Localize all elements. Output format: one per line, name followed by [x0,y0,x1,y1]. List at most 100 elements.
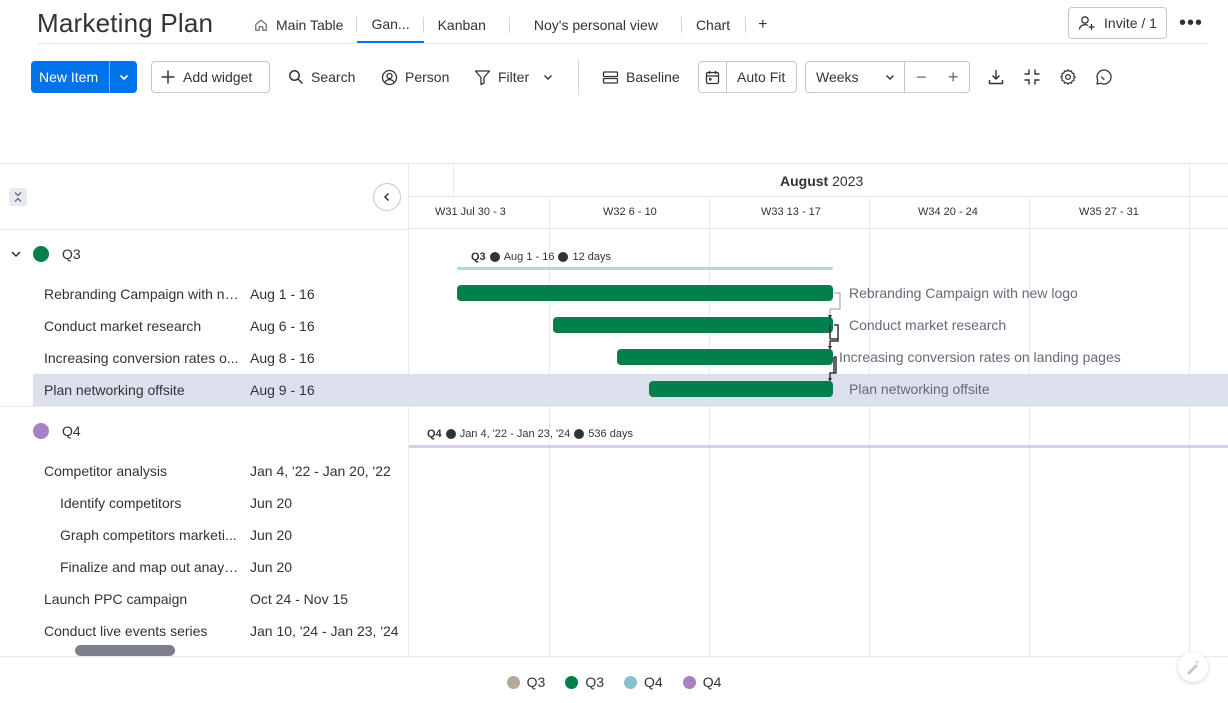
grid-line [709,197,710,656]
grid-line [869,197,870,656]
item-name: Increasing conversion rates o... [44,350,239,366]
add-person-icon [1078,16,1095,30]
item-dates: Jun 20 [250,495,293,511]
grid-line [1029,197,1030,656]
view-tabs: Main Table Gan... Kanban Noy's personal … [240,6,780,44]
collapse-all-icon[interactable] [9,188,27,206]
gantt-bar-label: Conduct market research [849,317,1007,333]
legend-label: Q3 [585,674,604,690]
legend-item: Q3 [565,674,604,690]
weeks-select[interactable]: Weeks [806,62,906,92]
week-label: W35 27 - 31 [1079,206,1139,218]
item-dates: Jun 20 [250,527,293,543]
tab-chart[interactable]: Chart [682,7,747,43]
collapse-panel-button[interactable] [373,183,401,211]
item-dates: Aug 8 - 16 [250,350,315,366]
tab-main-table[interactable]: Main Table [240,7,358,43]
gantt-bar-label: Rebranding Campaign with new logo [849,285,1078,301]
group-span-bar [457,267,833,270]
item-name: Conduct market research [44,318,202,334]
tab-kanban[interactable]: Kanban [424,7,510,43]
auto-fit-button[interactable]: Auto Fit [698,61,797,93]
subitem[interactable]: Identify competitors Jun 20 [33,487,409,519]
zoom-out-button[interactable]: − [916,66,927,87]
item-dates: Jan 4, '22 - Jan 20, '22 [250,463,391,479]
list-item[interactable]: Conduct live events series Jan 10, '24 -… [33,615,409,647]
separator-dot [558,252,569,262]
invite-button[interactable]: Invite / 1 [1068,7,1167,39]
more-menu-icon[interactable]: ••• [1178,11,1203,34]
auto-fit-label: Auto Fit [737,69,786,85]
settings-gear-icon[interactable] [1056,65,1080,89]
legend-dot [506,675,520,689]
list-item-selected[interactable]: Plan networking offsite Aug 9 - 16 [33,374,409,406]
new-item-dropdown[interactable] [109,61,137,93]
subitem[interactable]: Finalize and map out anaylsis Jun 20 [33,551,409,583]
item-dates: Aug 1 - 16 [250,286,315,302]
item-name: Rebranding Campaign with ne... [44,286,239,302]
chevron-down-icon[interactable] [10,248,22,260]
search-button[interactable]: Search [288,61,355,93]
tab-label: Gan... [371,16,410,32]
chevron-left-icon [383,192,390,202]
plus-icon [161,70,175,84]
timeline-week-row: W31 Jul 30 - 3 W32 6 - 10 W33 13 - 17 W3… [409,197,1228,229]
tab-label: Main Table [276,17,344,33]
item-dates: Aug 6 - 16 [250,318,315,334]
horizontal-scrollbar[interactable] [75,645,175,656]
filter-label: Filter [498,69,530,85]
gantt-bar[interactable] [553,317,833,333]
tab-label: Chart [695,17,731,33]
bottom-divider [0,656,1228,657]
subitem[interactable]: Graph competitors marketi... Jun 20 [33,519,409,551]
gantt-bar[interactable] [617,349,833,365]
download-icon[interactable] [984,65,1008,89]
board-title[interactable]: Marketing Plan [37,8,214,38]
week-label: W33 13 - 17 [761,206,821,218]
filter-button[interactable]: Filter [474,61,554,93]
legend-label: Q4 [644,674,663,690]
chat-icon[interactable] [1092,65,1116,89]
header-divider [37,43,1208,44]
group-header-q4[interactable]: Q4 [0,416,81,446]
group-summary-q3: Q3 Aug 1 - 16 12 days [471,251,611,263]
group-header-q3[interactable]: Q3 [0,239,81,269]
gantt-bar[interactable] [457,285,833,301]
baseline-icon [602,70,619,84]
collapse-fullscreen-icon[interactable] [1020,65,1044,89]
list-item[interactable]: Launch PPC campaign Oct 24 - Nov 15 [33,583,409,615]
gantt-bar-label: Increasing conversion rates on landing p… [839,349,1121,365]
add-widget-button[interactable]: Add widget [151,61,270,93]
gantt-timeline[interactable]: August 2023 W31 Jul 30 - 3 W32 6 - 10 W3… [409,164,1228,656]
ai-assistant-icon[interactable] [1178,652,1208,682]
timeline-month-row: August 2023 [409,164,1228,197]
calendar-icon [699,62,727,92]
add-view-button[interactable]: + [758,16,768,33]
zoom-control: Weeks − + [805,61,970,93]
new-item-button[interactable]: New Item [31,61,137,93]
zoom-in-button[interactable]: + [947,66,959,87]
list-item[interactable]: Increasing conversion rates o... Aug 8 -… [33,342,409,374]
list-item[interactable]: Rebranding Campaign with ne... Aug 1 - 1… [33,278,409,310]
tab-gantt[interactable]: Gan... [357,7,424,43]
tab-personal-view[interactable]: Noy's personal view [510,7,682,43]
legend-dot [682,675,696,689]
item-name: Graph competitors marketi... [60,527,237,543]
person-icon [381,69,398,85]
week-label: W31 Jul 30 - 3 [435,206,506,218]
group-color-dot [33,423,49,439]
baseline-button[interactable]: Baseline [602,61,680,93]
item-dates: Jan 10, '24 - Jan 23, '24 [250,623,399,639]
person-filter-button[interactable]: Person [381,61,449,93]
legend-label: Q4 [702,674,722,690]
month-label: August 2023 [780,173,864,189]
list-item[interactable]: Competitor analysis Jan 4, '22 - Jan 20,… [33,455,409,487]
chevron-down-icon [119,74,128,81]
group-summary-q4: Q4 Jan 4, '22 - Jan 23, '24 536 days [427,428,633,440]
item-dates: Oct 24 - Nov 15 [250,591,349,607]
tab-label: Kanban [437,17,486,33]
gantt-bar[interactable] [649,381,833,397]
chevron-down-icon[interactable] [542,71,554,83]
search-icon [289,70,304,85]
list-item[interactable]: Conduct market research Aug 6 - 16 [33,310,409,342]
